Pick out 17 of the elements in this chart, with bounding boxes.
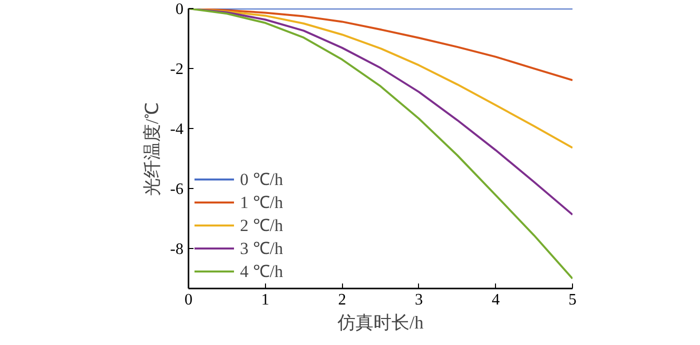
legend-label: 2 ℃/h bbox=[240, 215, 283, 236]
y-tick-label: -6 bbox=[170, 181, 184, 198]
y-tick-label: -2 bbox=[170, 61, 184, 78]
legend-label: 1 ℃/h bbox=[240, 192, 283, 213]
y-tick-label: -8 bbox=[170, 241, 184, 258]
x-tick-label: 1 bbox=[261, 292, 270, 308]
y-axis-title: 光纤温度/℃ bbox=[142, 102, 162, 196]
x-tick-label: 4 bbox=[492, 292, 500, 308]
legend-label: 3 ℃/h bbox=[240, 238, 283, 259]
x-axis-title: 仿真时长/h bbox=[336, 312, 424, 332]
x-tick-label: 3 bbox=[414, 292, 423, 308]
legend-label: 0 ℃/h bbox=[240, 169, 283, 190]
legend-label: 4 ℃/h bbox=[240, 261, 283, 282]
x-tick-label: 5 bbox=[568, 292, 576, 308]
x-tick-label: 2 bbox=[338, 292, 346, 308]
y-tick-label: 0 bbox=[176, 1, 184, 18]
y-tick-label: -4 bbox=[170, 121, 184, 138]
